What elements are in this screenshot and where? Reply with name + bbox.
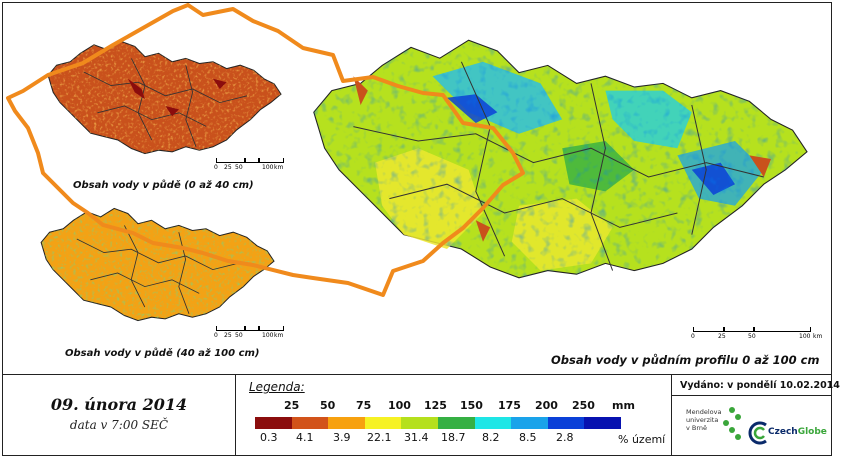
czechglobe-word: Czech: [768, 427, 798, 437]
scalebar-main: 0 25 50 100 km: [691, 327, 823, 345]
legend-threshold: 125: [424, 399, 447, 412]
czechglobe-logo-icon: [748, 421, 767, 445]
legend-share: 2.8: [556, 431, 574, 444]
main-map: [313, 39, 808, 279]
scalebar-label: 0: [214, 164, 218, 171]
legend-share: 31.4: [404, 431, 429, 444]
scalebar-label: 100: [262, 164, 274, 171]
legend-title: Legenda:: [249, 380, 305, 394]
map-frame: 0 25 50 100 km 0 25 50 100 km 0 25 50 10…: [2, 2, 840, 456]
inset-map-top: [47, 40, 282, 155]
maps-svg: [6, 3, 808, 322]
legend-threshold: 75: [356, 399, 372, 412]
scalebar-label: 100: [799, 333, 811, 340]
legend-swatch: [547, 417, 585, 429]
inset-map-bottom: [40, 207, 275, 322]
scalebar-label: 25: [224, 164, 232, 171]
mendel-logo-line: Mendelova: [686, 408, 722, 416]
caption-main-map: Obsah vody v půdním profilu 0 až 100 cm: [551, 353, 820, 367]
legend-threshold: 100: [388, 399, 411, 412]
legend-swatch: [364, 417, 402, 429]
scalebar-label: 50: [235, 332, 243, 339]
scalebar-label: 25: [224, 332, 232, 339]
legend-swatch: [328, 417, 366, 429]
legend-share: 3.9: [333, 431, 351, 444]
mendel-dots-icon: [723, 407, 741, 440]
date-subtitle: data v 7:00 SEČ: [69, 418, 169, 432]
legend-share: 8.5: [519, 431, 537, 444]
legend-swatch: [255, 417, 292, 429]
scalebar-unit: km: [813, 333, 823, 340]
legend-swatch: [401, 417, 439, 429]
issue-panel: Vydáno: v pondělí 10.02.2014 Mendelova u…: [672, 375, 840, 456]
date-title: 09. února 2014: [50, 395, 188, 414]
date-panel: 09. února 2014 data v 7:00 SEČ: [3, 375, 236, 456]
legend-swatch: [438, 417, 475, 429]
legend-threshold: 150: [460, 399, 483, 412]
legend-threshold: 50: [320, 399, 336, 412]
scalebar-top: 0 25 50 100 km: [214, 158, 286, 176]
legend-threshold: 250: [572, 399, 595, 412]
mendel-logo-line: v Brně: [686, 424, 708, 432]
scalebar-unit: km: [274, 332, 284, 339]
legend-threshold: 200: [535, 399, 558, 412]
scalebar-label: 0: [214, 332, 218, 339]
legend-share: 0.3: [260, 431, 278, 444]
scalebar-label: 50: [235, 164, 243, 171]
mendel-university-logo: Mendelova univerzita v Brně: [686, 408, 721, 432]
caption-bottom-inset: Obsah vody v půdě (40 až 100 cm): [65, 348, 260, 359]
legend-share: 22.1: [367, 431, 392, 444]
scalebar-bottom: 0 25 50 100 km: [214, 326, 286, 344]
legend-swatch: [474, 417, 512, 429]
legend-unit: mm: [612, 399, 635, 412]
legend-swatch: [291, 417, 329, 429]
legend-share: 18.7: [441, 431, 466, 444]
legend-panel: Legenda: 25 50 75 100 125 150 175 200 25…: [236, 375, 672, 456]
legend-threshold: 25: [284, 399, 300, 412]
legend-share: 8.2: [482, 431, 500, 444]
legend-share: 4.1: [296, 431, 314, 444]
scalebar-unit: km: [274, 164, 284, 171]
footer: 09. února 2014 data v 7:00 SEČ Legenda: …: [3, 374, 840, 456]
issue-divider: [672, 395, 831, 396]
czechglobe-logo: CzechGlobe: [768, 427, 827, 437]
issued-date: Vydáno: v pondělí 10.02.2014: [680, 380, 840, 391]
legend-swatch: [511, 417, 549, 429]
scalebar-label: 25: [718, 333, 726, 340]
legend-share-label: % území: [618, 433, 666, 446]
maps-area: 0 25 50 100 km 0 25 50 100 km 0 25 50 10…: [3, 3, 831, 373]
mendel-logo-line: univerzita: [686, 416, 719, 424]
czechglobe-word: Globe: [797, 427, 827, 437]
country-outline-overlay: [6, 3, 525, 297]
scalebar-label: 100: [262, 332, 274, 339]
legend-threshold: 175: [498, 399, 521, 412]
scalebar-label: 50: [748, 333, 756, 340]
legend-swatch: [584, 417, 622, 429]
scalebar-label: 0: [691, 333, 695, 340]
caption-top-inset: Obsah vody v půdě (0 až 40 cm): [73, 180, 254, 191]
